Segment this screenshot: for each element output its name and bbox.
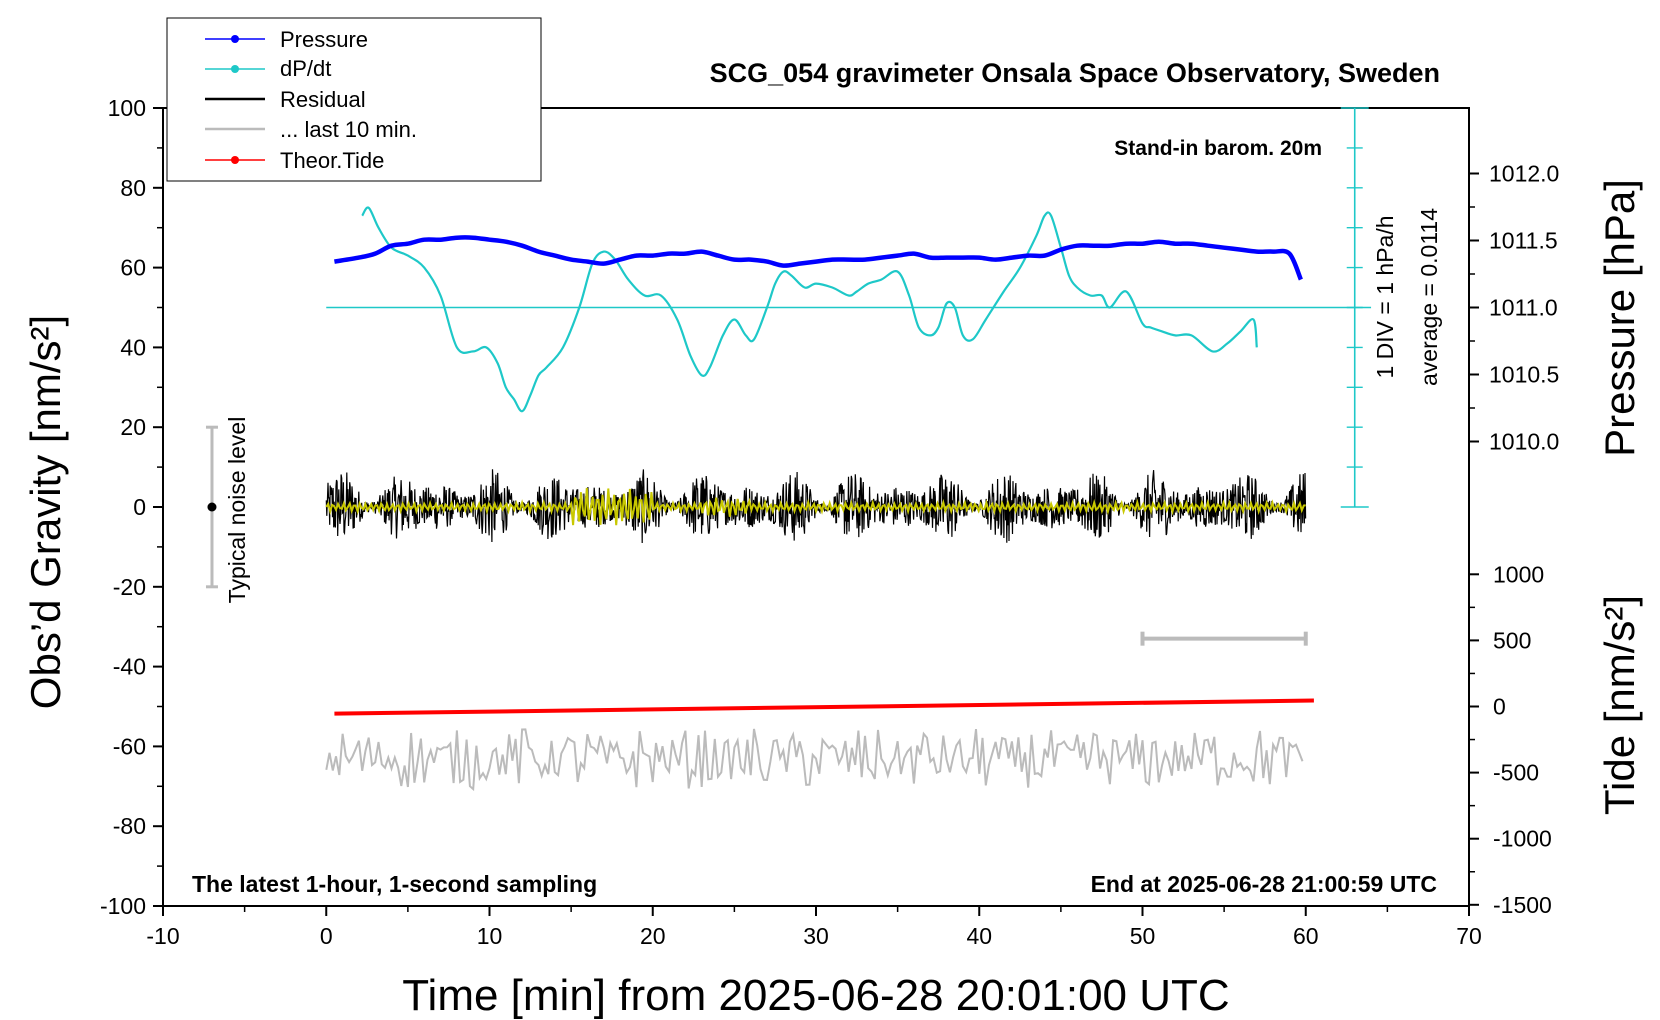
y-tick-label: -20 bbox=[113, 574, 146, 600]
y-tick-label: -100 bbox=[100, 893, 146, 919]
pressure-series bbox=[334, 235, 1303, 281]
legend-marker-tide bbox=[231, 156, 239, 164]
sampling-annotation: The latest 1-hour, 1-second sampling bbox=[192, 871, 597, 897]
y-tick-label: -60 bbox=[113, 733, 146, 759]
y-tick-label: 100 bbox=[108, 95, 146, 121]
theor-tide-series bbox=[334, 698, 1314, 716]
dpdt-average-annotation: average = 0.0114 bbox=[1416, 208, 1442, 386]
residual-smoothed-series bbox=[325, 487, 1306, 526]
last-10-min-series bbox=[325, 728, 1304, 792]
pressure-tick-label: 1010.5 bbox=[1489, 362, 1559, 388]
pressure-axis-title: Pressure [hPa] bbox=[1596, 179, 1643, 457]
y-tick-label: 40 bbox=[120, 334, 146, 360]
pressure-tick-label: 1011.0 bbox=[1489, 295, 1558, 321]
noise-level-annotation: Typical noise level bbox=[224, 417, 250, 604]
y-axis-title: Obs’d Gravity [nm/s²] bbox=[22, 315, 69, 709]
tide-tick-label: 1000 bbox=[1493, 561, 1544, 587]
noise-level-bar bbox=[205, 425, 218, 589]
y-tick-label: 0 bbox=[133, 494, 146, 520]
end-time-annotation: End at 2025-06-28 21:00:59 UTC bbox=[1091, 871, 1437, 897]
tide-axis-title: Tide [nm/s²] bbox=[1596, 595, 1643, 815]
tide-tick-label: -1000 bbox=[1493, 826, 1552, 852]
legend-label-last10: ... last 10 min. bbox=[280, 117, 417, 142]
dpdt-division-scale bbox=[1340, 107, 1369, 508]
barometer-annotation: Stand-in barom. 20m bbox=[1114, 137, 1322, 160]
x-tick-label: 30 bbox=[803, 923, 829, 949]
x-tick-label: 20 bbox=[640, 923, 666, 949]
tide-tick-label: 500 bbox=[1493, 627, 1531, 653]
y-tick-label: 60 bbox=[120, 255, 146, 281]
y-axis-ticks: 100 80 60 40 20 0 -20 -40 -60 -80 -100 bbox=[100, 95, 163, 919]
legend: Pressure dP/dt Residual ... last 10 min.… bbox=[166, 17, 542, 182]
tide-tick-label: -1500 bbox=[1493, 892, 1552, 918]
pressure-axis-ticks: 1012.0 1011.5 1011.0 1010.5 1010.0 bbox=[1469, 161, 1559, 455]
x-axis-title: Time [min] from 2025-06-28 20:01:00 UTC bbox=[402, 971, 1229, 1020]
pressure-tick-label: 1011.5 bbox=[1489, 228, 1558, 254]
dpdt-scale-annotation: 1 DIV = 1 hPa/h bbox=[1372, 215, 1398, 378]
y-tick-label: 20 bbox=[120, 414, 146, 440]
pressure-tick-label: 1010.0 bbox=[1489, 429, 1559, 455]
dpdt-series bbox=[361, 206, 1258, 413]
legend-label-residual: Residual bbox=[280, 87, 366, 112]
x-tick-label: 40 bbox=[966, 923, 992, 949]
x-axis-ticks: -10 0 10 20 30 40 50 60 70 bbox=[146, 906, 1482, 949]
legend-label-dpdt: dP/dt bbox=[280, 56, 331, 81]
x-tick-label: 50 bbox=[1130, 923, 1156, 949]
legend-label-pressure: Pressure bbox=[280, 27, 368, 52]
y-tick-label: -40 bbox=[113, 654, 146, 680]
tide-axis-ticks: 1000 500 0 -500 -1000 -1500 bbox=[1469, 561, 1552, 918]
x-tick-label: 0 bbox=[320, 923, 333, 949]
pressure-tick-label: 1012.0 bbox=[1489, 161, 1559, 187]
tide-tick-label: -500 bbox=[1493, 760, 1539, 786]
gray-scale-bar bbox=[1140, 631, 1308, 646]
x-tick-label: 70 bbox=[1456, 923, 1482, 949]
residual-series bbox=[325, 469, 1307, 544]
legend-marker-dpdt bbox=[231, 65, 239, 73]
legend-label-tide: Theor.Tide bbox=[280, 148, 384, 173]
noise-bar-point bbox=[207, 502, 217, 512]
y-tick-label: 80 bbox=[120, 175, 146, 201]
legend-marker-pressure bbox=[231, 35, 239, 43]
tide-tick-label: 0 bbox=[1493, 694, 1506, 720]
x-tick-label: -10 bbox=[146, 923, 179, 949]
y-tick-label: -80 bbox=[113, 813, 146, 839]
x-tick-label: 60 bbox=[1293, 923, 1319, 949]
x-tick-label: 10 bbox=[477, 923, 503, 949]
chart-title: SCG_054 gravimeter Onsala Space Observat… bbox=[710, 58, 1440, 88]
